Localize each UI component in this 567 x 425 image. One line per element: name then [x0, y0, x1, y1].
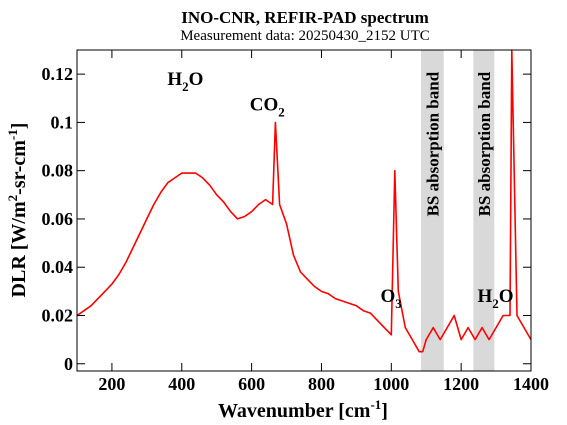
x-tick-label-1200: 1200 [443, 374, 479, 394]
y-axis-label-p3: ] [8, 123, 30, 130]
annotation-h2o-left-sub: 2 [182, 79, 189, 94]
x-tick-label-1000: 1000 [373, 374, 409, 394]
annotation-h2o-left-tail: O [189, 69, 204, 90]
annotation-h2o-left: H2O [167, 69, 203, 94]
annotation-h2o-left-main: H [167, 69, 182, 90]
absorption-band-2 [473, 50, 495, 371]
absorption-band-1 [420, 50, 444, 371]
y-tick-label-4: 0.08 [42, 161, 74, 181]
annotation-o3-sub: 3 [395, 296, 402, 311]
y-tick-label-2: 0.04 [42, 257, 74, 277]
annotation-h2o-right-tail: O [499, 286, 514, 307]
y-axis-label-sup1: 2 [5, 195, 20, 202]
y-tick-label-6: 0.12 [42, 64, 74, 84]
y-tick-label-5: 0.1 [51, 112, 74, 132]
annotation-o3-main: O [381, 286, 396, 307]
y-axis-label-sup2: -1 [5, 129, 20, 140]
annotation-co2-main: CO [250, 94, 279, 115]
y-tick-label-3: 0.06 [42, 209, 74, 229]
x-axis-ticks: 200 400 600 800 1000 1200 1400 [98, 50, 549, 394]
absorption-band-label-2: BS absorption band [475, 71, 494, 216]
y-axis-label-p1: DLR [W/m [8, 201, 30, 297]
x-tick-label-200: 200 [98, 374, 125, 394]
x-axis-label: Wavenumber [cm-1] [218, 397, 388, 422]
absorption-band-label-1: BS absorption band [423, 71, 442, 216]
spectrum-series [76, 49, 532, 353]
plot-frame [76, 49, 532, 372]
x-axis-label-end: ] [381, 400, 388, 422]
y-tick-label-0: 0 [64, 354, 73, 374]
y-axis-label-p2: -sr-cm [8, 140, 30, 195]
x-tick-label-400: 400 [168, 374, 195, 394]
y-axis-ticks: 0 0.02 0.04 0.06 0.08 0.1 0.12 [42, 64, 531, 374]
x-tick-label-600: 600 [238, 374, 265, 394]
x-tick-label-1400: 1400 [513, 374, 549, 394]
annotation-o3: O3 [381, 286, 403, 311]
x-axis-label-sup: -1 [370, 397, 381, 412]
annotation-co2-sub: 2 [278, 104, 285, 119]
y-axis-label: DLR [W/m2-sr-cm-1] [5, 123, 30, 298]
x-axis-label-main: Wavenumber [cm [218, 400, 371, 422]
annotation-h2o-right-sub: 2 [492, 296, 499, 311]
annotation-h2o-right: H2O [477, 286, 513, 311]
absorption-bands: BS absorption band BS absorption band [420, 50, 495, 371]
y-tick-label-1: 0.02 [42, 305, 74, 325]
chart-title: INO-CNR, REFIR-PAD spectrum [181, 8, 429, 27]
chart-subtitle: Measurement data: 20250430_2152 UTC [180, 28, 430, 44]
annotation-h2o-right-main: H [477, 286, 492, 307]
spectrum-line-1 [76, 49, 532, 353]
annotation-co2: CO2 [250, 94, 285, 119]
x-tick-label-800: 800 [308, 374, 335, 394]
